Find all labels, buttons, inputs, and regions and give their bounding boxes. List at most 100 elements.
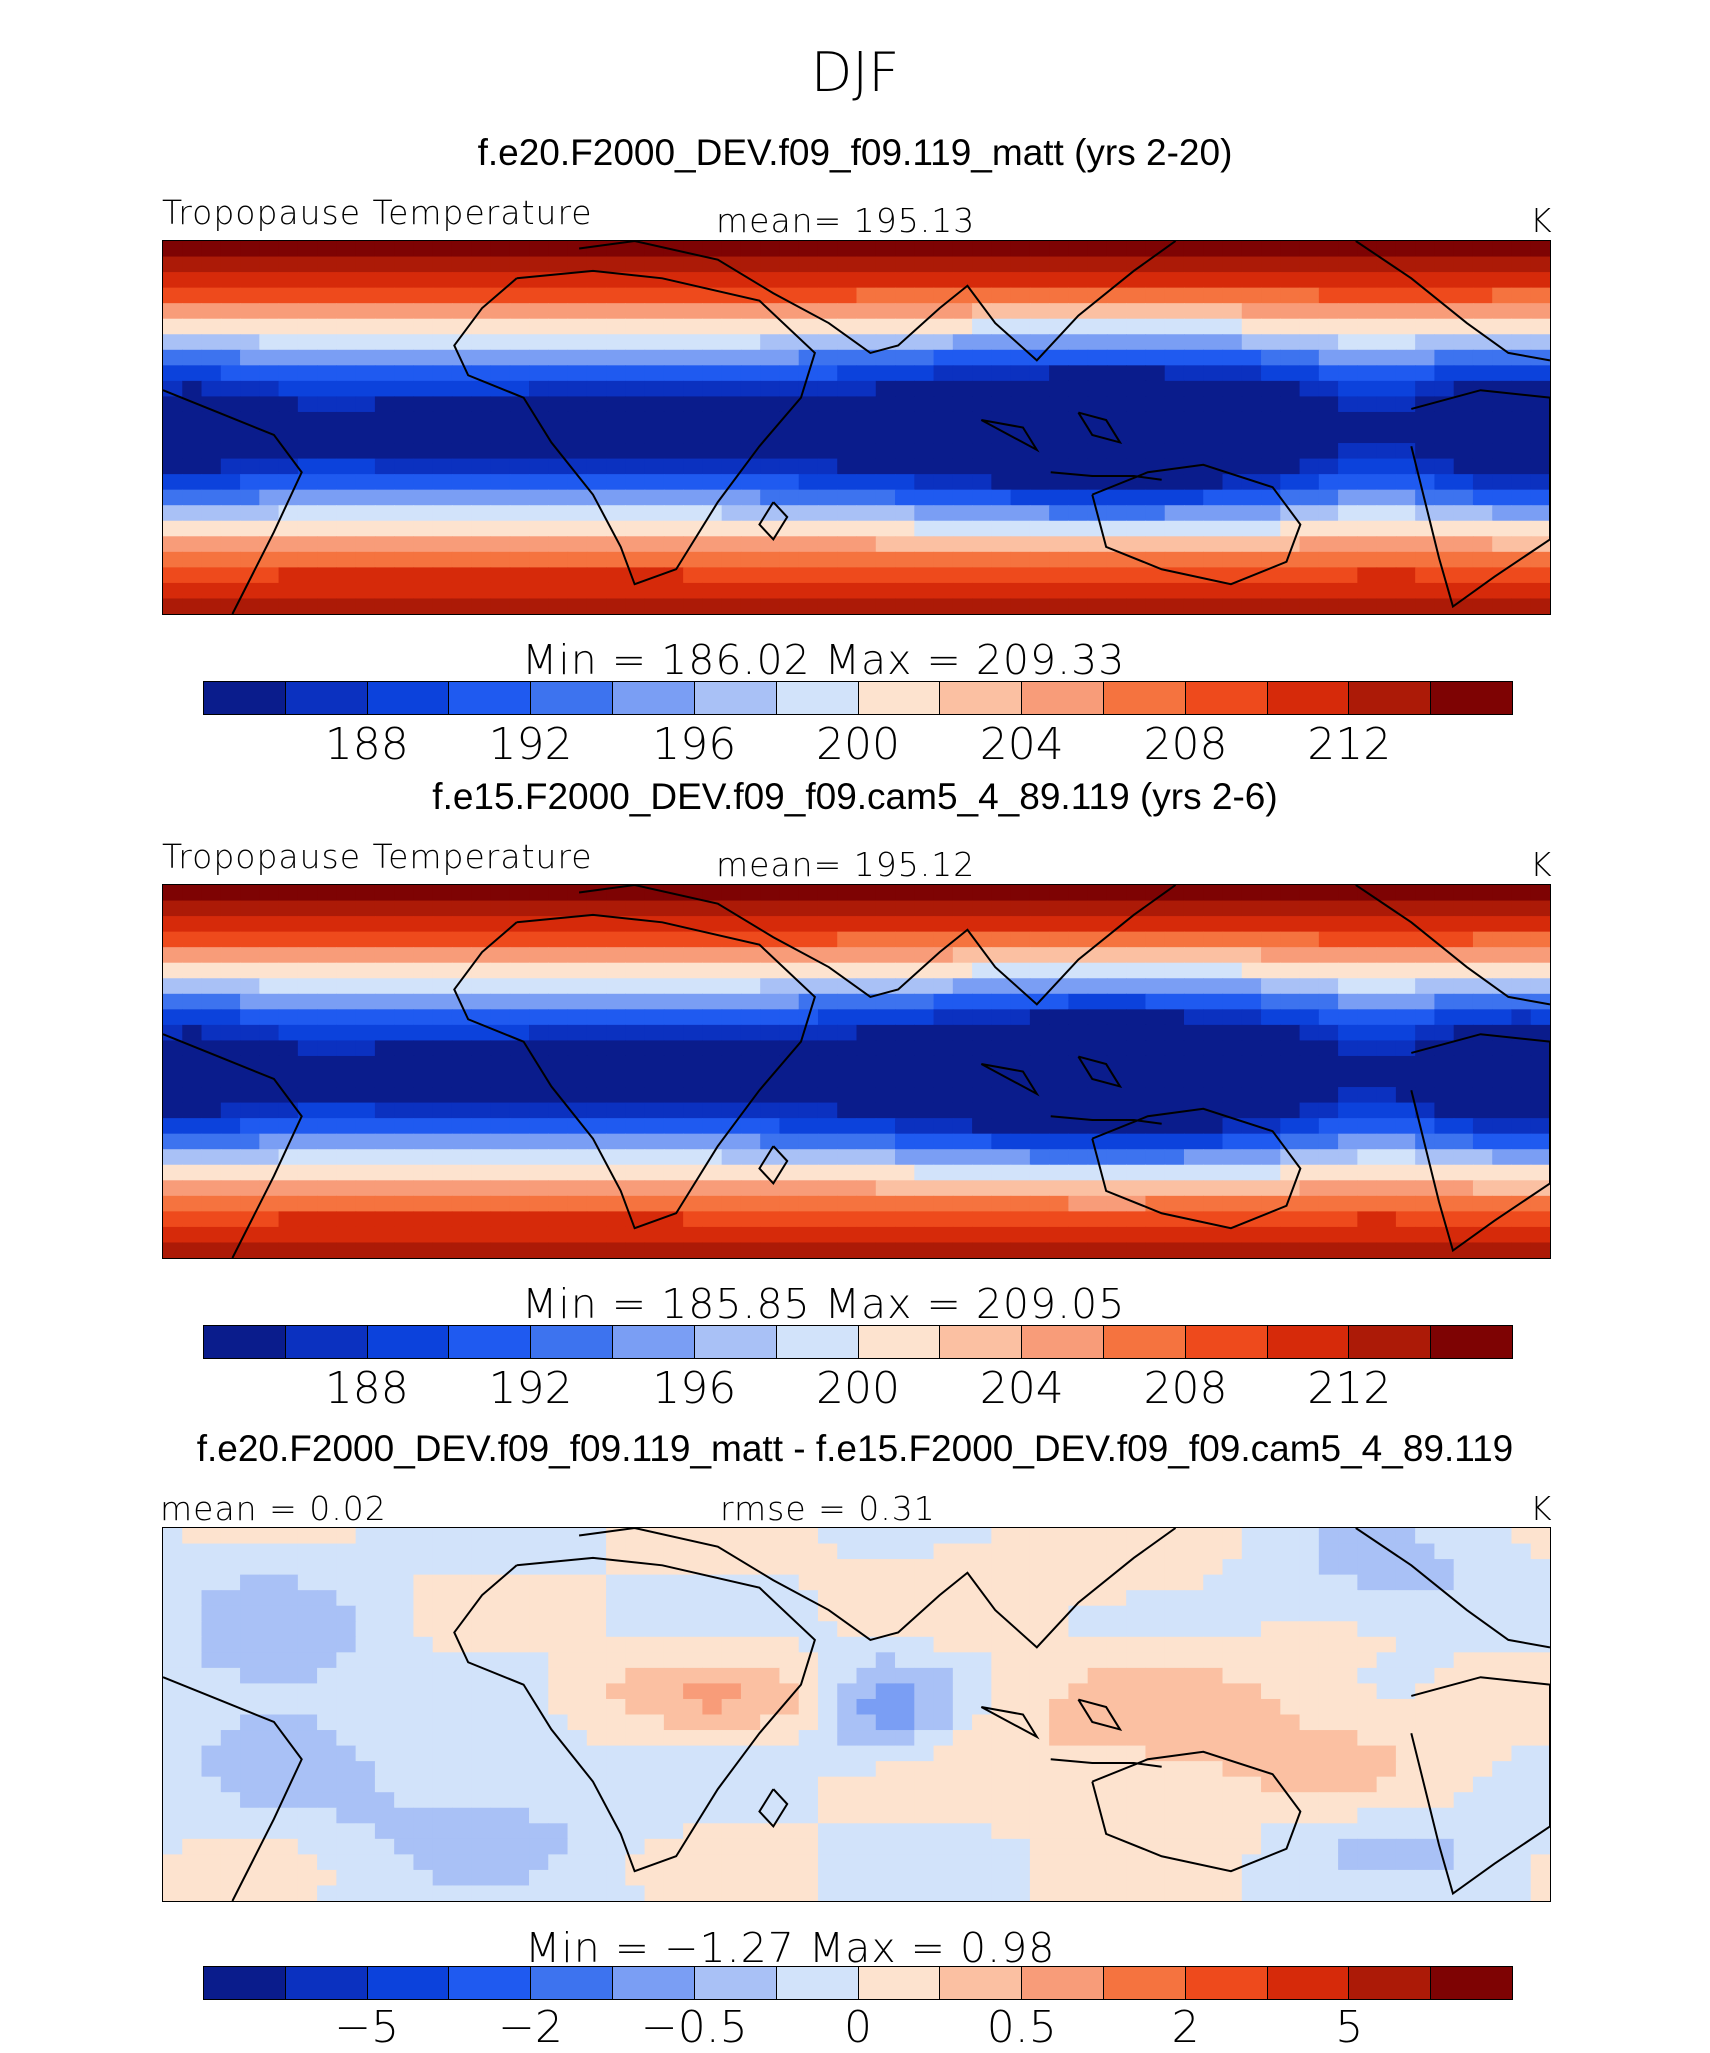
field-cell	[606, 365, 626, 381]
field-cell	[317, 1746, 337, 1762]
field-cell	[1377, 1134, 1397, 1150]
field-cell	[259, 459, 279, 475]
field-cell	[1261, 994, 1281, 1010]
field-cell	[741, 598, 761, 614]
field-cell	[336, 1590, 356, 1606]
field-cell	[1377, 1196, 1397, 1212]
field-cell	[529, 319, 549, 335]
field-cell	[490, 257, 510, 273]
field-cell	[1396, 1683, 1416, 1699]
field-cell	[1511, 1683, 1531, 1699]
field-cell	[1107, 1777, 1127, 1793]
field-cell	[259, 412, 279, 428]
field-cell	[1068, 428, 1088, 444]
field-cell	[1145, 994, 1165, 1010]
field-cell	[1415, 536, 1435, 552]
field-cell	[991, 1180, 1011, 1196]
field-cell	[1030, 1025, 1050, 1041]
field-cell	[702, 1103, 722, 1119]
field-cell	[240, 1009, 260, 1025]
field-cell	[1203, 443, 1223, 459]
field-cell	[375, 1211, 395, 1227]
field-cell	[645, 1009, 665, 1025]
field-cell	[664, 1072, 684, 1088]
field-cell	[1338, 1040, 1358, 1056]
field-cell	[433, 459, 453, 475]
field-cell	[279, 1823, 299, 1839]
field-cell	[625, 1180, 645, 1196]
field-cell	[1223, 1683, 1243, 1699]
field-cell	[279, 381, 299, 397]
field-cell	[490, 350, 510, 366]
field-cell	[356, 288, 376, 304]
field-cell	[953, 505, 973, 521]
field-cell	[664, 963, 684, 979]
field-cell	[336, 1165, 356, 1181]
field-cell	[490, 978, 510, 994]
field-cell	[1531, 443, 1550, 459]
field-cell	[1300, 365, 1320, 381]
field-cell	[452, 396, 472, 412]
field-cell	[722, 350, 742, 366]
field-cell	[471, 1839, 491, 1855]
field-cell	[741, 1652, 761, 1668]
field-cell	[837, 288, 857, 304]
field-cell	[548, 1637, 568, 1653]
field-cell	[394, 1761, 414, 1777]
field-cell	[375, 1637, 395, 1653]
field-cell	[279, 1528, 299, 1544]
field-cell	[182, 1165, 202, 1181]
field-cell	[1203, 885, 1223, 901]
field-cell	[1126, 1652, 1146, 1668]
field-cell	[972, 901, 992, 917]
field-cell	[1454, 901, 1474, 917]
field-cell	[799, 1056, 819, 1072]
field-cell	[1030, 1227, 1050, 1243]
field-cell	[510, 932, 530, 948]
field-cell	[1434, 1134, 1454, 1150]
field-cell	[587, 1103, 607, 1119]
field-cell	[471, 1606, 491, 1622]
field-cell	[1338, 963, 1358, 979]
field-cell	[1280, 334, 1300, 350]
field-cell	[1068, 1746, 1088, 1762]
field-cell	[1030, 1072, 1050, 1088]
field-cell	[664, 1575, 684, 1591]
field-cell	[953, 1761, 973, 1777]
field-cell	[1454, 552, 1474, 568]
field-cell	[1261, 1087, 1281, 1103]
field-cell	[876, 1149, 896, 1165]
field-cell	[413, 474, 433, 490]
field-cell	[413, 1761, 433, 1777]
field-cell	[1300, 428, 1320, 444]
field-cell	[914, 1009, 934, 1025]
field-cell	[606, 963, 626, 979]
field-cell	[336, 288, 356, 304]
field-cell	[298, 412, 318, 428]
field-cell	[895, 1118, 915, 1134]
field-cell	[413, 1087, 433, 1103]
field-cell	[683, 1792, 703, 1808]
field-cell	[182, 1792, 202, 1808]
field-cell	[1145, 932, 1165, 948]
field-cell	[279, 598, 299, 614]
field-cell	[1088, 1652, 1108, 1668]
field-cell	[182, 932, 202, 948]
field-cell	[1223, 303, 1243, 319]
field-cell	[934, 1761, 954, 1777]
field-cell	[490, 567, 510, 583]
field-cell	[1338, 916, 1358, 932]
field-cell	[317, 536, 337, 552]
field-cell	[317, 257, 337, 273]
field-cell	[722, 1072, 742, 1088]
field-cell	[645, 1652, 665, 1668]
field-cell	[625, 334, 645, 350]
field-cell	[1068, 1683, 1088, 1699]
field-cell	[1473, 257, 1493, 273]
field-cell	[1531, 381, 1550, 397]
field-cell	[1242, 1165, 1262, 1181]
field-cell	[413, 947, 433, 963]
field-cell	[625, 1040, 645, 1056]
field-cell	[1319, 257, 1339, 273]
field-cell	[779, 381, 799, 397]
